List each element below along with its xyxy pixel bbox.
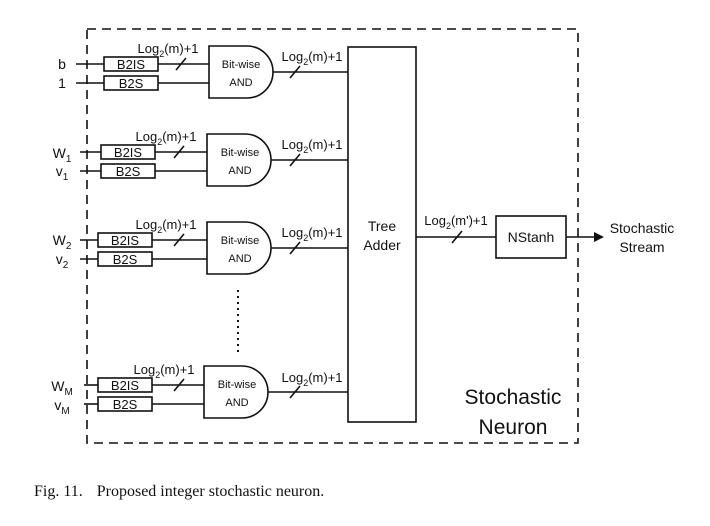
figure-caption: Fig. 11. Proposed integer stochastic neur… [34, 483, 324, 500]
container-label-line1: Stochastic [465, 386, 562, 409]
b2is-label: B2IS [114, 145, 143, 160]
container-label-line2: Neuron [479, 416, 548, 439]
input-label-b: b [58, 56, 66, 72]
input-label-w1: W1 [53, 145, 72, 165]
bus-slash [173, 145, 185, 159]
b2s-label: B2S [119, 76, 144, 91]
b2s-label: B2S [113, 397, 138, 412]
bus-width-label: Log2(m)+1 [135, 129, 196, 147]
gate-output-width-label: Log2(m)+1 [281, 225, 342, 243]
gate-label-line2: AND [229, 77, 252, 89]
gate-label-line2: AND [228, 165, 251, 177]
bus-slash [289, 385, 301, 399]
nstanh-label: NStanh [508, 229, 555, 245]
neuron-row-w2: W2 v2 B2IS B2S Log2(m)+1 Bit-wise AND Lo… [53, 217, 348, 275]
output-label-line1: Stochastic [610, 220, 675, 236]
b2is-label: B2IS [111, 233, 140, 248]
gate-label-line1: Bit-wise [222, 59, 261, 71]
bitwise-and-gate [203, 365, 269, 419]
neuron-row-wm: WM vM B2IS B2S Log2(m)+1 Bit-wise AND Lo… [51, 362, 348, 419]
gate-label-line1: Bit-wise [221, 147, 260, 159]
bitwise-and-gate [206, 221, 272, 275]
output-label-line2: Stream [619, 239, 664, 255]
bus-slash [289, 65, 301, 79]
b2s-label: B2S [116, 164, 141, 179]
b2is-label: B2IS [117, 57, 146, 72]
output-arrow-icon [594, 232, 604, 242]
bus-slash [173, 378, 185, 392]
bitwise-and-gate [206, 133, 272, 187]
bus-slash [173, 233, 185, 247]
tree-adder-label-line1: Tree [368, 218, 396, 234]
nstanh-block [495, 215, 567, 259]
input-label-vm: vM [54, 397, 69, 417]
gate-output-width-label: Log2(m)+1 [281, 137, 342, 155]
gate-label-line2: AND [225, 397, 248, 409]
input-label-w2: W2 [53, 232, 72, 252]
bus-slash [175, 57, 187, 71]
b2s-label: B2S [113, 252, 138, 267]
stochastic-neuron-boundary [86, 28, 579, 444]
neuron-row-w1: W1 v1 B2IS B2S Log2(m)+1 Bit-wise AND Lo… [53, 129, 348, 187]
gate-label-line1: Bit-wise [218, 379, 257, 391]
bus-width-label: Log2(m)+1 [137, 41, 198, 59]
input-label-v1: v1 [56, 163, 69, 183]
bus-slash [451, 230, 463, 244]
figure-caption-text: Proposed integer stochastic neuron. [97, 483, 325, 500]
bus-slash [289, 153, 301, 167]
neuron-row-bias: b 1 B2IS B2S Log2(m)+1 Bit-wise AND Log2… [58, 41, 348, 99]
tree-adder-block [347, 46, 417, 423]
bitwise-and-gate [208, 45, 274, 99]
gate-output-width-label: Log2(m)+1 [281, 49, 342, 67]
gate-label-line1: Bit-wise [221, 235, 260, 247]
bus-slash [289, 241, 301, 255]
input-label-1: 1 [58, 75, 66, 91]
figure-number: Fig. 11. [34, 483, 83, 500]
bus-width-label: Log2(m)+1 [135, 217, 196, 235]
input-label-wm: WM [51, 378, 73, 398]
bus-width-label: Log2(m)+1 [133, 362, 194, 380]
b2is-label: B2IS [111, 378, 140, 393]
input-label-v2: v2 [56, 251, 69, 271]
adder-output-width-label: Log2(m')+1 [424, 213, 488, 231]
gate-output-width-label: Log2(m)+1 [281, 370, 342, 388]
gate-label-line2: AND [228, 253, 251, 265]
tree-adder-label-line2: Adder [363, 237, 401, 253]
